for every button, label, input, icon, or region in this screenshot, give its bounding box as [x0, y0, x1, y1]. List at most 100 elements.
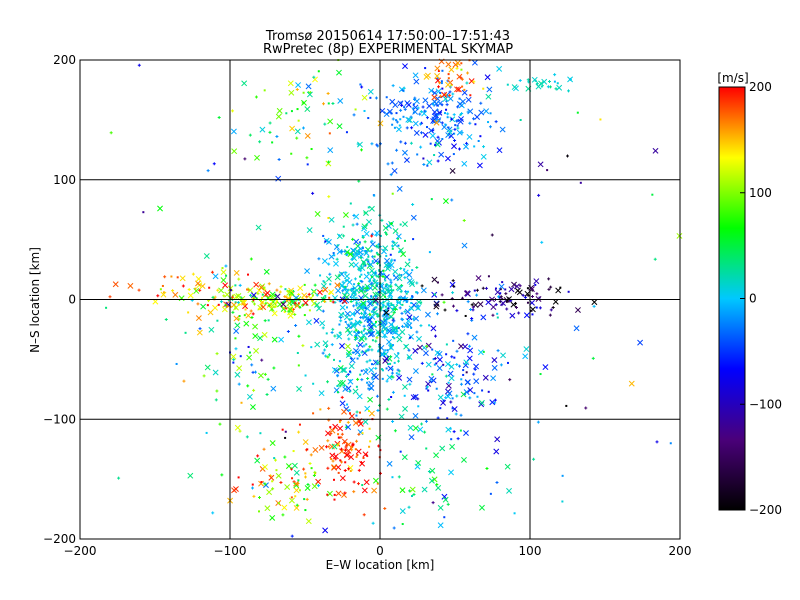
data-point-cross — [255, 224, 262, 231]
data-point-dot — [355, 335, 358, 338]
data-point-dot — [391, 476, 394, 479]
y-ticks: −200 −100 0 100 200 — [43, 53, 76, 546]
data-point-dot — [176, 276, 179, 279]
data-point-dot — [411, 295, 414, 298]
data-point-dot — [385, 96, 388, 99]
data-point-plus — [224, 264, 228, 268]
data-point-plus — [343, 469, 347, 473]
data-point-cross — [160, 291, 167, 298]
data-point-cross — [331, 443, 338, 450]
data-point-dot — [442, 399, 445, 402]
data-point-dot — [296, 108, 299, 111]
data-point-cross — [439, 445, 446, 452]
data-point-plus — [305, 497, 309, 501]
data-point-dot — [398, 301, 401, 304]
data-point-dot — [428, 251, 431, 254]
data-point-dot — [261, 301, 264, 304]
data-point-dot — [333, 493, 336, 496]
data-point-cross — [271, 336, 278, 343]
y-tick-label: 100 — [53, 173, 76, 187]
data-point-cross — [465, 96, 472, 103]
data-point-cross — [454, 86, 460, 93]
data-point-plus — [327, 406, 331, 410]
data-point-cross — [555, 287, 562, 294]
data-point-cross — [222, 282, 229, 289]
data-point-plus — [281, 513, 285, 517]
data-point-plus — [339, 316, 343, 320]
data-point-dot — [310, 346, 313, 349]
data-point-cross — [456, 73, 463, 80]
data-point-cross — [363, 479, 370, 486]
data-point-dot — [424, 67, 427, 70]
data-point-cross — [372, 297, 379, 304]
data-point-dot — [356, 252, 359, 255]
data-point-dot — [367, 255, 370, 258]
data-point-cross — [278, 336, 285, 343]
data-point-cross — [445, 81, 451, 88]
data-point-plus — [263, 319, 267, 323]
data-point-plus — [307, 292, 311, 296]
data-point-dot — [306, 448, 309, 451]
data-point-dot — [379, 234, 382, 237]
data-point-cross — [306, 91, 313, 98]
data-point-cross — [429, 467, 436, 474]
data-point-cross — [652, 147, 659, 154]
data-point-plus — [444, 396, 448, 400]
data-point-plus — [459, 382, 463, 386]
data-point-plus — [256, 454, 260, 458]
data-point-cross — [476, 162, 483, 169]
data-point-plus — [339, 319, 343, 323]
data-point-dot — [435, 387, 438, 390]
data-point-cross — [371, 284, 378, 291]
data-point-cross — [280, 301, 287, 308]
data-point-dot — [284, 288, 287, 291]
data-point-dot — [459, 429, 462, 432]
data-point-dot — [579, 181, 582, 184]
data-point-plus — [459, 413, 463, 417]
data-point-dot — [364, 307, 367, 310]
data-point-plus — [338, 331, 342, 335]
data-point-dot — [401, 303, 404, 306]
data-point-cross — [345, 424, 352, 431]
data-point-plus — [354, 328, 358, 332]
data-point-cross — [398, 413, 405, 420]
data-point-dot — [461, 85, 464, 88]
data-point-dot — [404, 239, 407, 242]
data-point-plus — [395, 148, 399, 152]
data-point-dot — [239, 355, 242, 358]
data-point-dot — [446, 417, 449, 420]
data-point-dot — [349, 379, 352, 382]
data-point-dot — [324, 294, 327, 297]
data-point-cross — [433, 452, 440, 459]
data-point-dot — [464, 314, 467, 317]
data-point-plus — [366, 348, 370, 352]
data-point-cross — [327, 118, 334, 125]
data-point-dot — [385, 254, 388, 257]
data-point-dot — [360, 369, 363, 372]
data-point-plus — [435, 312, 439, 316]
data-point-plus — [250, 316, 254, 320]
data-point-cross — [342, 212, 349, 218]
data-point-dot — [556, 82, 559, 85]
data-point-dot — [381, 368, 384, 371]
data-point-dot — [453, 356, 456, 359]
data-point-cross — [438, 151, 445, 158]
data-point-plus — [419, 145, 423, 149]
data-point-cross — [428, 375, 435, 382]
data-point-plus — [546, 85, 550, 89]
data-point-plus — [355, 439, 359, 443]
data-point-cross — [315, 478, 322, 485]
data-point-plus — [231, 310, 235, 314]
data-point-plus — [351, 443, 355, 447]
data-point-cross — [212, 369, 219, 376]
data-point-plus — [215, 389, 219, 393]
data-point-dot — [375, 244, 378, 247]
data-point-cross — [256, 287, 263, 294]
data-point-cross — [304, 132, 311, 139]
data-point-cross — [301, 292, 308, 299]
data-point-cross — [361, 225, 368, 232]
data-point-cross — [637, 339, 644, 346]
data-point-plus — [396, 368, 400, 372]
data-point-cross — [533, 278, 540, 285]
data-point-plus — [445, 103, 449, 107]
